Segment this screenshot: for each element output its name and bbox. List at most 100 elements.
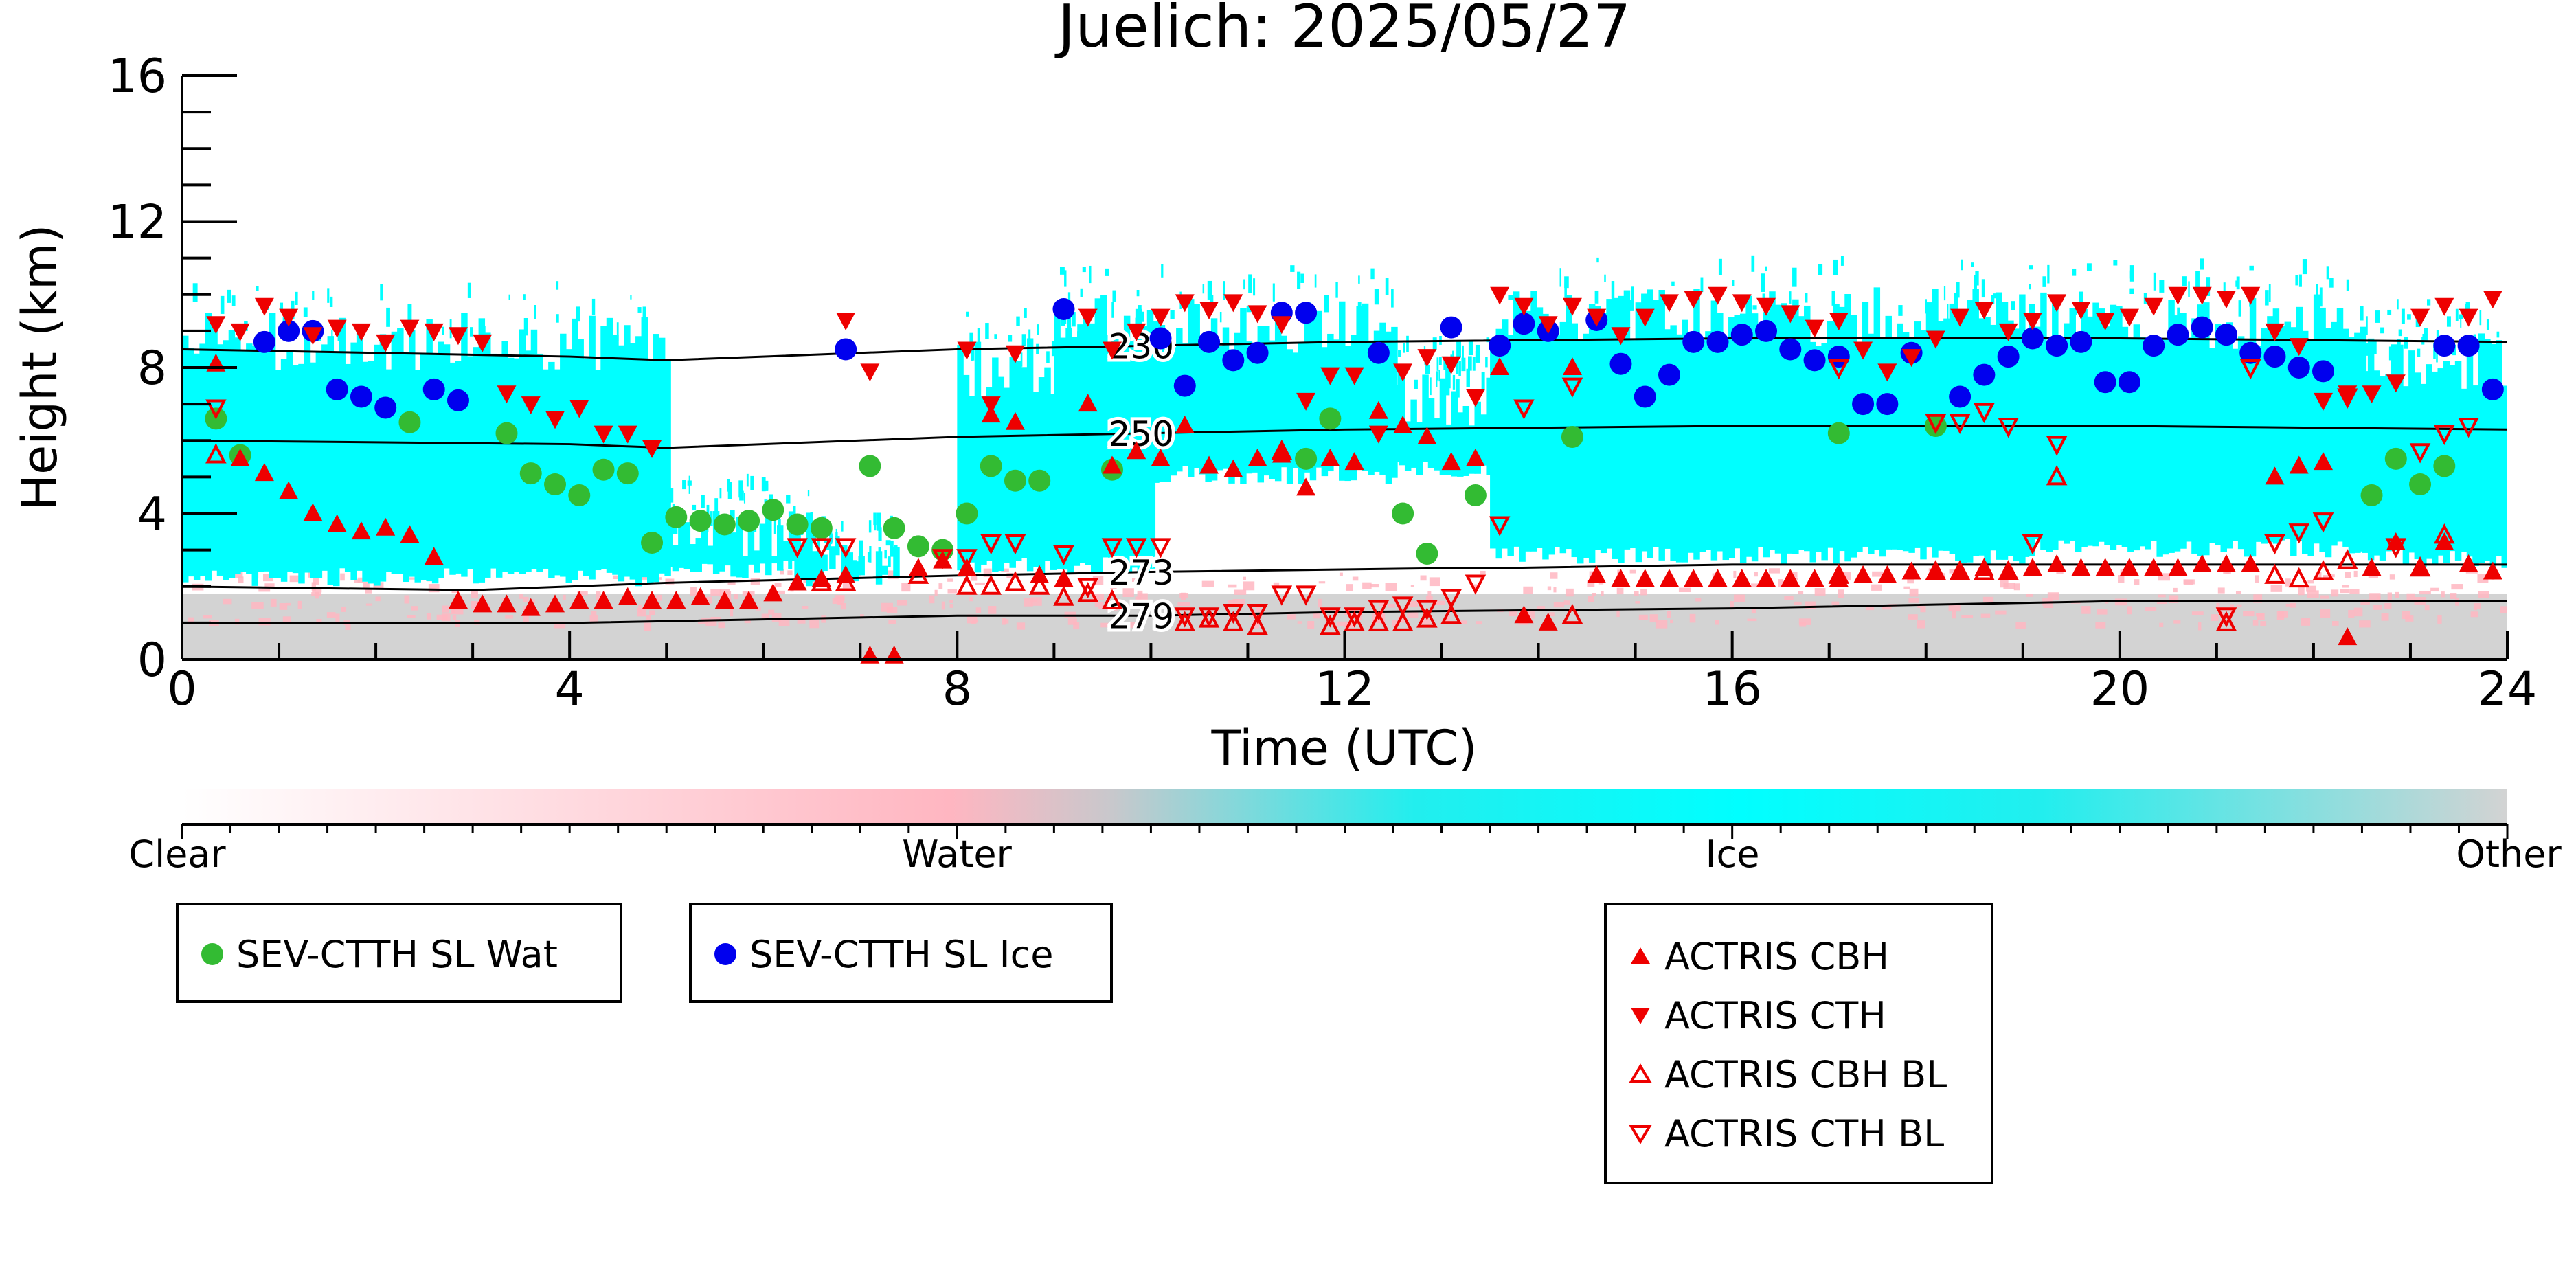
water-speckle <box>326 612 336 618</box>
data-point <box>859 455 881 477</box>
ice-wisp <box>227 289 231 303</box>
data-point <box>1101 538 1123 558</box>
ice-region <box>2484 339 2491 561</box>
ice-region <box>1600 313 1607 554</box>
data-point <box>2314 392 2334 411</box>
ice-region <box>800 543 807 579</box>
ice-wisp <box>2486 319 2489 330</box>
ice-region <box>1469 425 1476 474</box>
data-point <box>2215 607 2237 628</box>
ice-region <box>624 325 631 577</box>
ice-region <box>788 511 795 561</box>
water-speckle <box>2405 615 2414 622</box>
ice-wisp <box>1604 274 1606 282</box>
data-point <box>253 330 275 353</box>
colorbar-label-other: Other <box>2456 833 2562 876</box>
data-point <box>1151 308 1171 327</box>
water-speckle <box>2430 587 2439 592</box>
ice-wisp <box>2302 259 2307 275</box>
ice-wisp <box>1272 283 1275 302</box>
water-speckle <box>1747 618 1757 622</box>
data-point <box>642 440 662 458</box>
water-speckle <box>1419 619 1431 624</box>
data-point <box>1174 611 1196 631</box>
water-speckle <box>929 595 935 604</box>
ice-region <box>1050 394 1057 570</box>
ice-wisp <box>730 510 735 519</box>
data-point <box>376 517 396 536</box>
water-speckle <box>2158 573 2171 581</box>
water-speckle <box>451 606 464 615</box>
data-point <box>424 547 444 565</box>
ice-wisp <box>2426 299 2431 306</box>
data-point <box>2095 558 2115 576</box>
data-point <box>230 323 250 341</box>
data-point <box>398 411 421 433</box>
water-speckle <box>2003 583 2015 589</box>
ice-region <box>2133 324 2140 551</box>
ice-region <box>1205 348 1212 482</box>
water-speckle <box>1565 588 1574 597</box>
water-speckle <box>1177 602 1190 607</box>
ice-region <box>315 351 323 578</box>
ice-wisp <box>966 311 969 317</box>
ice-wisp <box>2375 310 2380 323</box>
data-point <box>1247 305 1267 324</box>
ice-region <box>583 358 590 576</box>
data-point <box>1611 569 1631 587</box>
colorbar-ticks <box>181 824 2509 839</box>
data-point <box>424 323 444 341</box>
data-point <box>1827 422 1850 444</box>
data-point <box>1513 399 1535 420</box>
water-speckle <box>2097 609 2108 615</box>
ice-region <box>1897 323 1903 550</box>
ice-region <box>2319 307 2326 552</box>
data-point <box>254 463 274 482</box>
ice-wisp <box>2182 276 2187 286</box>
data-point <box>2168 558 2188 576</box>
water-speckle <box>264 583 275 589</box>
isotherm-label: 273 <box>1109 553 1174 593</box>
water-speckle <box>282 616 291 624</box>
data-point <box>2433 335 2456 357</box>
data-point <box>1490 286 1510 305</box>
water-speckle <box>1563 600 1570 605</box>
water-speckle <box>1789 572 1798 578</box>
ice-region <box>2139 337 2146 547</box>
data-point <box>1319 407 1342 430</box>
ice-wisp <box>884 550 887 559</box>
data-point <box>1295 585 1317 606</box>
water-speckle <box>1287 614 1296 620</box>
data-point <box>2021 327 2044 350</box>
ice-wisp <box>1456 341 1462 358</box>
data-point <box>641 532 664 554</box>
ice-region <box>2461 388 2467 552</box>
data-point <box>448 327 468 346</box>
ice-wisp <box>1898 305 1903 316</box>
data-point <box>568 484 591 506</box>
ice-region <box>695 538 702 572</box>
ice-wisp <box>1105 268 1109 276</box>
ice-wisp <box>1403 343 1405 353</box>
water-speckle <box>1798 618 1811 625</box>
water-speckle <box>279 603 288 610</box>
data-point <box>981 396 1001 415</box>
ice-region <box>1734 315 1741 549</box>
water-speckle <box>1949 569 1956 574</box>
water-speckle <box>1094 602 1104 607</box>
ice-region <box>1439 378 1447 475</box>
ice-wisp <box>523 317 528 336</box>
ice-region <box>2307 339 2314 556</box>
data-point <box>1393 416 1413 433</box>
water-speckle <box>1734 594 1745 602</box>
ice-wisp <box>2195 271 2200 288</box>
ice-wisp <box>1357 302 1362 309</box>
ice-wisp <box>1314 274 1317 288</box>
water-speckle <box>2319 595 2329 599</box>
data-point <box>1151 448 1171 466</box>
ice-region <box>2367 338 2375 561</box>
ice-wisp <box>2086 263 2092 271</box>
data-point <box>2168 286 2188 305</box>
ice-wisp <box>1461 345 1464 363</box>
ice-wisp <box>2249 265 2254 271</box>
